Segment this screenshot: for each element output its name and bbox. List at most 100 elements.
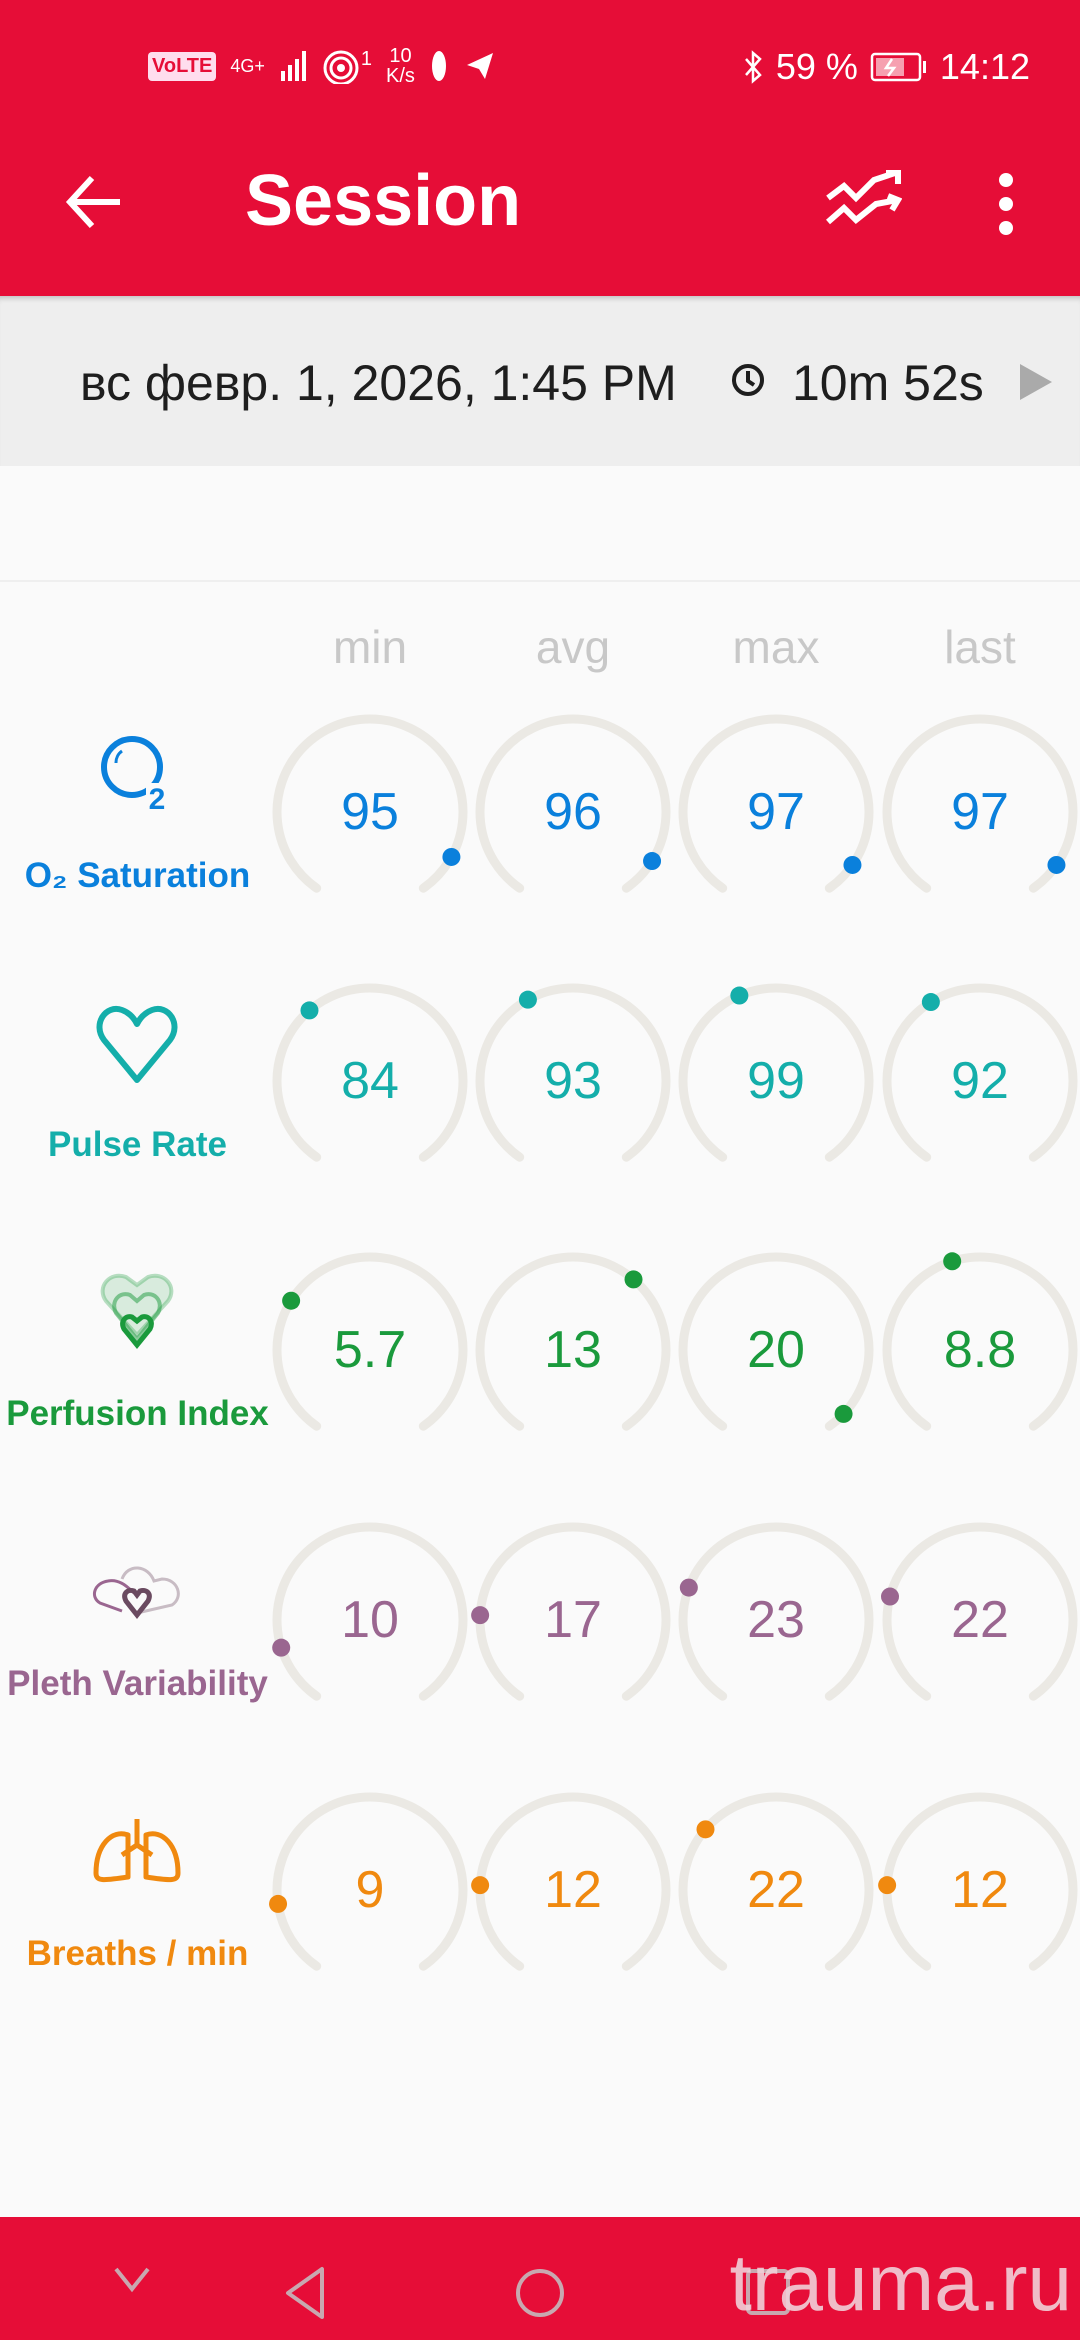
gauge-marker xyxy=(881,1587,900,1606)
signal-icon xyxy=(280,51,306,81)
gauge-last: 8.8 xyxy=(875,1245,1080,1455)
gauge-track xyxy=(475,1792,671,1971)
session-info-bar: вс февр. 1, 2026, 1:45 PM 10m 52s xyxy=(0,296,1080,466)
page-title: Session xyxy=(245,161,522,241)
session-date: вс февр. 1, 2026, 1:45 PM xyxy=(80,355,677,411)
gauge-value: 8.8 xyxy=(943,1321,1017,1379)
metric-label: Perfusion Index xyxy=(6,1394,269,1433)
gauge-last: 22 xyxy=(875,1515,1080,1725)
gauge-svg xyxy=(882,714,1078,893)
gauge-min: 5.7 xyxy=(265,1245,475,1455)
gauge-marker xyxy=(843,855,862,874)
gauge-marker xyxy=(518,990,537,1009)
hotspot-count: 1 xyxy=(360,47,373,70)
gauge-last: 92 xyxy=(875,976,1080,1186)
gauge-svg xyxy=(881,1522,1078,1701)
gauge-max: 22 xyxy=(671,1785,881,1995)
play-icon[interactable] xyxy=(1020,364,1052,400)
metric-label: Pulse Rate xyxy=(48,1125,227,1164)
gauge-avg: 17 xyxy=(468,1515,678,1725)
gauge-marker xyxy=(1047,855,1066,874)
network-type: 4G+ xyxy=(230,55,265,76)
watermark: trauma.ru xyxy=(729,2238,1072,2327)
gauge-svg xyxy=(678,1792,874,1971)
gauge-track xyxy=(272,1252,468,1431)
gauge-track xyxy=(678,1252,874,1431)
gauge-svg xyxy=(471,1522,671,1701)
gauge-track xyxy=(882,1522,1078,1701)
gauge-max: 20 xyxy=(671,1245,881,1455)
gauge-last: 12 xyxy=(875,1785,1080,1995)
gauge-avg: 13 xyxy=(468,1245,678,1455)
gauge-track xyxy=(882,983,1078,1162)
app-bar: VoLTE 4G+ 1 10 K/s 59 % 14:12 Session xyxy=(0,0,1080,296)
column-header-min: min xyxy=(332,621,408,673)
trend-icon[interactable] xyxy=(826,170,902,230)
gauge-track xyxy=(678,1792,874,1971)
gauge-track xyxy=(272,714,468,893)
gauge-marker xyxy=(679,1578,698,1597)
gauge-marker xyxy=(943,1252,962,1271)
gauge-track xyxy=(475,714,671,893)
gauge-value: 20 xyxy=(747,1321,805,1379)
gauge-marker xyxy=(696,1820,715,1839)
nav-back-icon[interactable] xyxy=(282,2265,332,2321)
gauge-marker xyxy=(269,1894,288,1913)
hotspot-icon xyxy=(323,50,359,84)
telegram-icon xyxy=(466,53,493,79)
gauge-last: 97 xyxy=(875,707,1080,917)
gauge-max: 99 xyxy=(671,976,881,1186)
more-vertical-icon[interactable] xyxy=(994,172,1018,236)
chevron-down-icon[interactable] xyxy=(112,2259,152,2299)
gauge-svg xyxy=(272,1252,468,1431)
gauge-track xyxy=(475,1522,671,1701)
gauge-marker xyxy=(730,986,749,1005)
gauge-marker xyxy=(878,1876,897,1895)
system-nav-bar: trauma.ru xyxy=(0,2217,1080,2340)
gauge-value: 22 xyxy=(951,1591,1009,1649)
battery-charging-icon xyxy=(870,52,926,82)
gauge-svg xyxy=(678,1252,874,1431)
gauge-marker xyxy=(282,1291,301,1310)
gauge-marker xyxy=(300,1001,319,1020)
arrow-left-icon[interactable] xyxy=(62,170,126,234)
nav-recents-icon[interactable] xyxy=(744,2267,794,2317)
gauge-svg xyxy=(882,983,1078,1162)
gauge-value: 97 xyxy=(951,783,1009,841)
perfusion-hearts-icon xyxy=(100,1273,174,1349)
gauge-value: 99 xyxy=(747,1052,805,1110)
gauge-value: 96 xyxy=(544,783,602,841)
gauge-marker xyxy=(471,1876,490,1895)
gauge-marker xyxy=(272,1638,291,1657)
gauge-value: 17 xyxy=(544,1591,602,1649)
gauge-svg xyxy=(678,1522,874,1701)
gauge-marker xyxy=(442,847,461,866)
gauge-track xyxy=(882,1252,1078,1431)
gauge-track xyxy=(678,714,874,893)
heart-icon xyxy=(96,1005,178,1083)
gauge-min: 84 xyxy=(265,976,475,1186)
bluetooth-icon xyxy=(744,50,762,84)
gauge-value: 95 xyxy=(341,783,399,841)
gauge-value: 13 xyxy=(544,1321,602,1379)
gauge-value: 9 xyxy=(355,1861,385,1919)
pleth-hearts-icon xyxy=(92,1566,180,1620)
metric-label: Pleth Variability xyxy=(7,1664,268,1703)
gauge-svg xyxy=(678,714,874,893)
gauge-track xyxy=(678,983,874,1162)
gauge-value: 10 xyxy=(341,1591,399,1649)
gauge-svg xyxy=(272,1522,468,1701)
clock-icon xyxy=(732,364,764,396)
clock-time: 14:12 xyxy=(939,46,1030,87)
gauge-track xyxy=(475,983,671,1162)
gauge-min: 10 xyxy=(265,1515,475,1725)
gauge-track xyxy=(882,714,1078,893)
divider xyxy=(0,580,1080,582)
gauge-track xyxy=(882,1792,1078,1971)
gauge-svg xyxy=(882,1252,1078,1431)
gauge-svg xyxy=(272,983,468,1162)
gauge-svg xyxy=(471,1792,671,1971)
o2-icon: 2 xyxy=(101,736,168,816)
nav-home-icon[interactable] xyxy=(514,2267,566,2319)
gauge-value: 97 xyxy=(747,783,805,841)
